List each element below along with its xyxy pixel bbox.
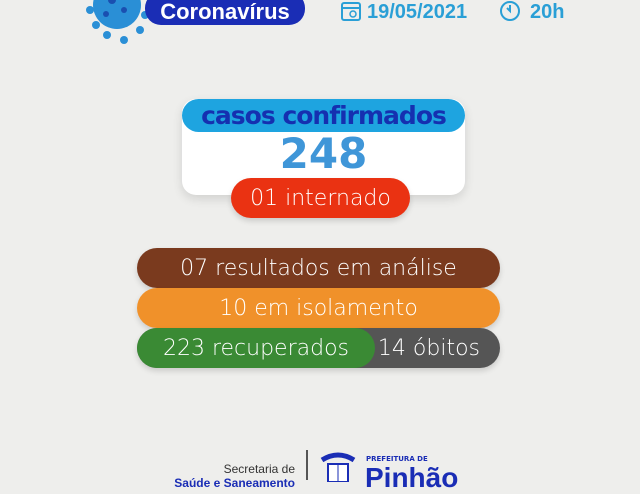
city-seal-logo [320,452,356,482]
deaths-text: 14 óbitos [377,335,480,361]
city-name: Pinhão [365,462,459,493]
virus-icon [86,0,149,44]
recovered-bar: 223 recuperados [137,328,375,368]
hospitalized-badge: 01 internado [231,178,410,218]
department-text: Secretaria de Saúde e Saneamento [174,462,295,490]
time-text: 20h [530,1,565,23]
footer-divider [306,450,308,480]
prefecture-prefix: PREFEITURA DE [366,455,428,463]
calendar-icon [341,2,361,21]
confirmed-value: 248 [279,129,368,178]
confirmed-label: casos confirmados [182,99,465,132]
analysis-bar: 07 resultados em análise [137,248,500,288]
isolation-bar: 10 em isolamento [137,288,500,328]
date-text: 19/05/2021 [367,1,468,23]
clock-icon [500,1,520,21]
title-banner: Coronavírus [145,0,305,25]
